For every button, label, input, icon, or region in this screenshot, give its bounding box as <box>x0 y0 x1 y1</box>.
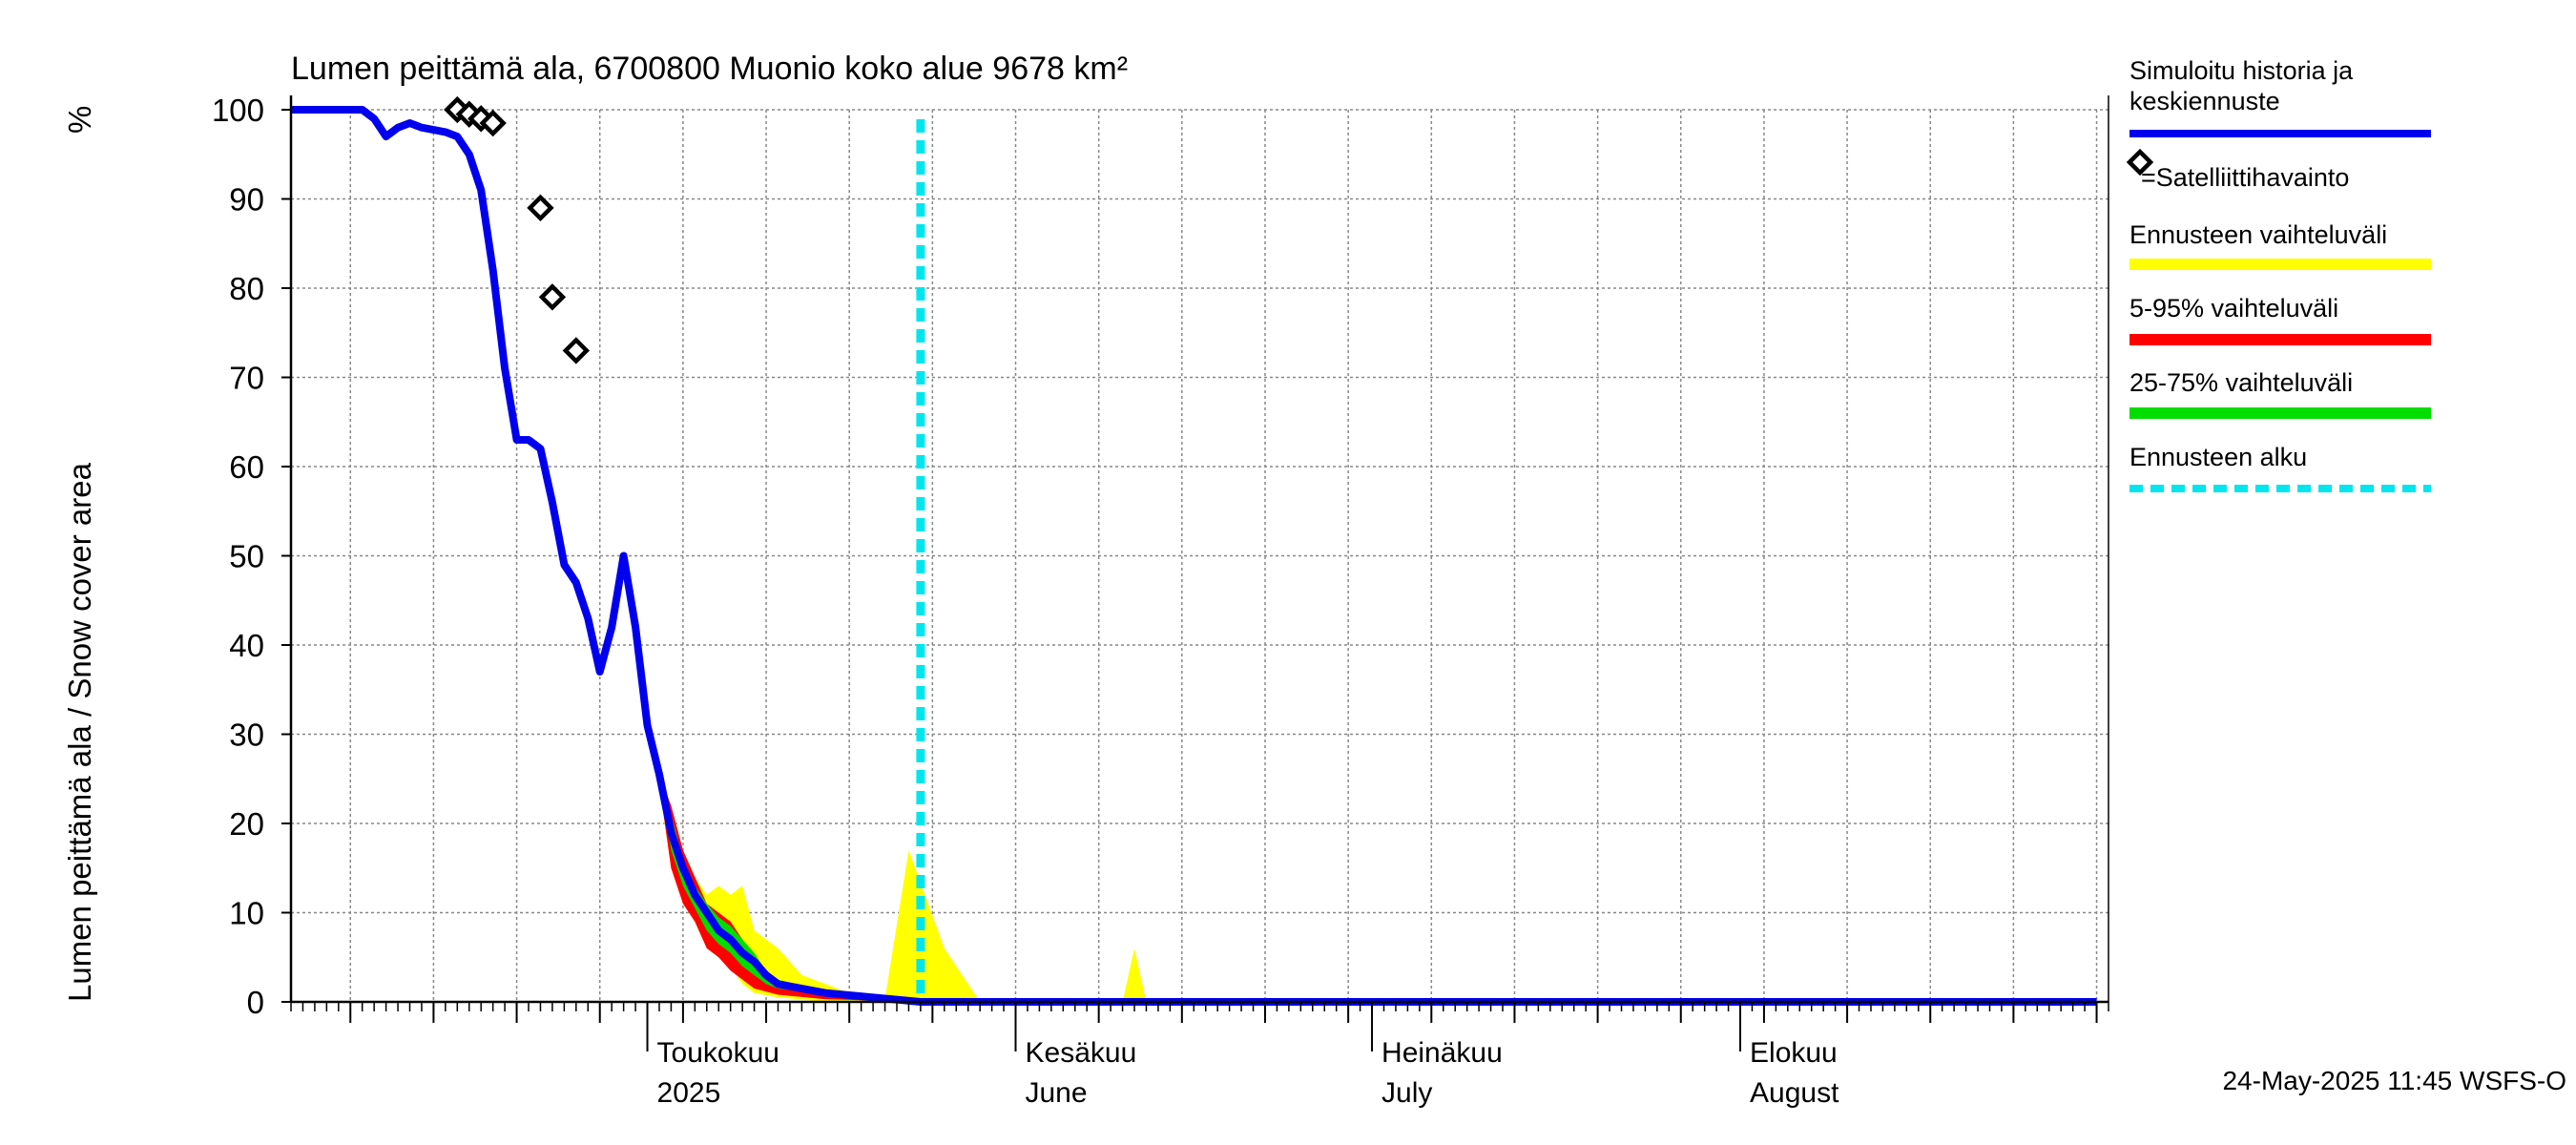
legend-label: 25-75% vaihteluväli <box>2129 368 2353 397</box>
y-tick-label: 60 <box>229 449 264 485</box>
satellite-point <box>479 109 507 137</box>
legend-label: Ennusteen alku <box>2129 443 2307 471</box>
y-axis-label-group: Lumen peittämä ala / Snow cover area % <box>62 106 97 1002</box>
legend-label-simulated: keskiennuste <box>2129 87 2280 115</box>
x-month-label-en: July <box>1381 1077 1432 1109</box>
band-ennusteen-vaihteluv-li <box>659 769 2097 1002</box>
footer-timestamp: 24-May-2025 11:45 WSFS-O <box>2222 1066 2566 1095</box>
y-tick-label: 70 <box>229 361 264 396</box>
legend-swatch-satellite <box>2126 148 2154 177</box>
satellite-markers <box>444 95 591 364</box>
series-line-simulated <box>291 106 2097 1006</box>
axes: 0 10 20 30 40 50 60 70 80 90 100 Toukokuu 2025 Kesäku… <box>212 93 2109 1109</box>
x-month-label-fi: Kesäkuu <box>1026 1037 1137 1069</box>
x-month-label-fi: Heinäkuu <box>1381 1037 1503 1069</box>
legend-label: 5-95% vaihteluväli <box>2129 294 2338 323</box>
y-axis-label: Lumen peittämä ala / Snow cover area <box>62 462 97 1002</box>
x-month-label-en: 2025 <box>657 1077 721 1109</box>
y-tick-label: 100 <box>212 93 264 128</box>
y-tick-label: 10 <box>229 896 264 931</box>
y-tick-label: 40 <box>229 628 264 663</box>
forecast-bands <box>659 769 2097 1002</box>
y-axis-unit: % <box>62 106 97 134</box>
x-month-label-en: August <box>1750 1077 1839 1109</box>
y-tick-label: 0 <box>247 985 264 1020</box>
x-month-label-fi: Toukokuu <box>657 1037 779 1069</box>
series-lines <box>291 106 2097 1006</box>
y-tick-label: 90 <box>229 182 264 218</box>
y-tick-label: 50 <box>229 539 264 574</box>
x-month-label-en: June <box>1026 1077 1088 1109</box>
x-month-label-fi: Elokuu <box>1750 1037 1838 1069</box>
satellite-point <box>527 194 554 222</box>
satellite-point <box>538 283 567 311</box>
legend-label: Ennusteen vaihteluväli <box>2129 220 2387 249</box>
legend-label-simulated: Simuloitu historia ja <box>2129 56 2354 85</box>
y-tick-label: 80 <box>229 271 264 306</box>
satellite-point <box>562 337 591 364</box>
legend-label-satellite: =Satelliittihavainto <box>2141 163 2349 192</box>
y-tick-label: 30 <box>229 718 264 753</box>
band-25-75-vaihteluv-li <box>659 779 921 1002</box>
chart-title: Lumen peittämä ala, 6700800 Muonio koko … <box>291 51 1128 87</box>
y-tick-label: 20 <box>229 806 264 842</box>
